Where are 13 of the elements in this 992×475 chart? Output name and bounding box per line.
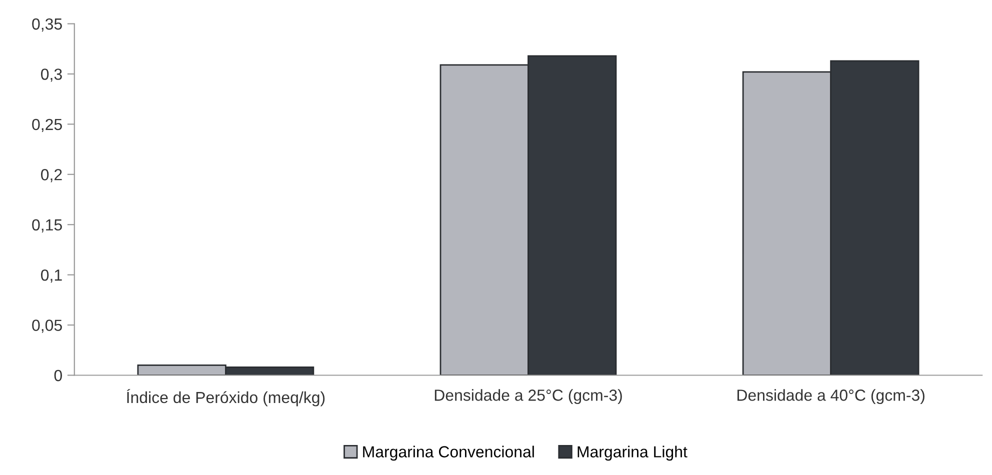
y-tick-label: 0,3 (41, 68, 62, 82)
x-tick-label: Densidade a 25°C (gcm-3) (434, 389, 622, 404)
x-tick-label: Índice de Peróxido (meq/kg) (126, 389, 325, 406)
y-tick-label: 0 (54, 370, 62, 382)
y-tick-label: 0,25 (32, 118, 62, 132)
y-tick-label: 0,05 (32, 320, 62, 333)
y-tick-label: 0,35 (32, 18, 62, 32)
y-tick-label: 0,15 (32, 219, 62, 232)
x-tick-label: Densidade a 40°C (gcm-3) (737, 389, 924, 404)
legend-label: Margarina Light (578, 446, 688, 461)
y-tick-label: 0,1 (41, 269, 62, 283)
legend-label: Margarina Convencional (363, 446, 534, 461)
y-tick-label: 0,2 (41, 169, 62, 182)
